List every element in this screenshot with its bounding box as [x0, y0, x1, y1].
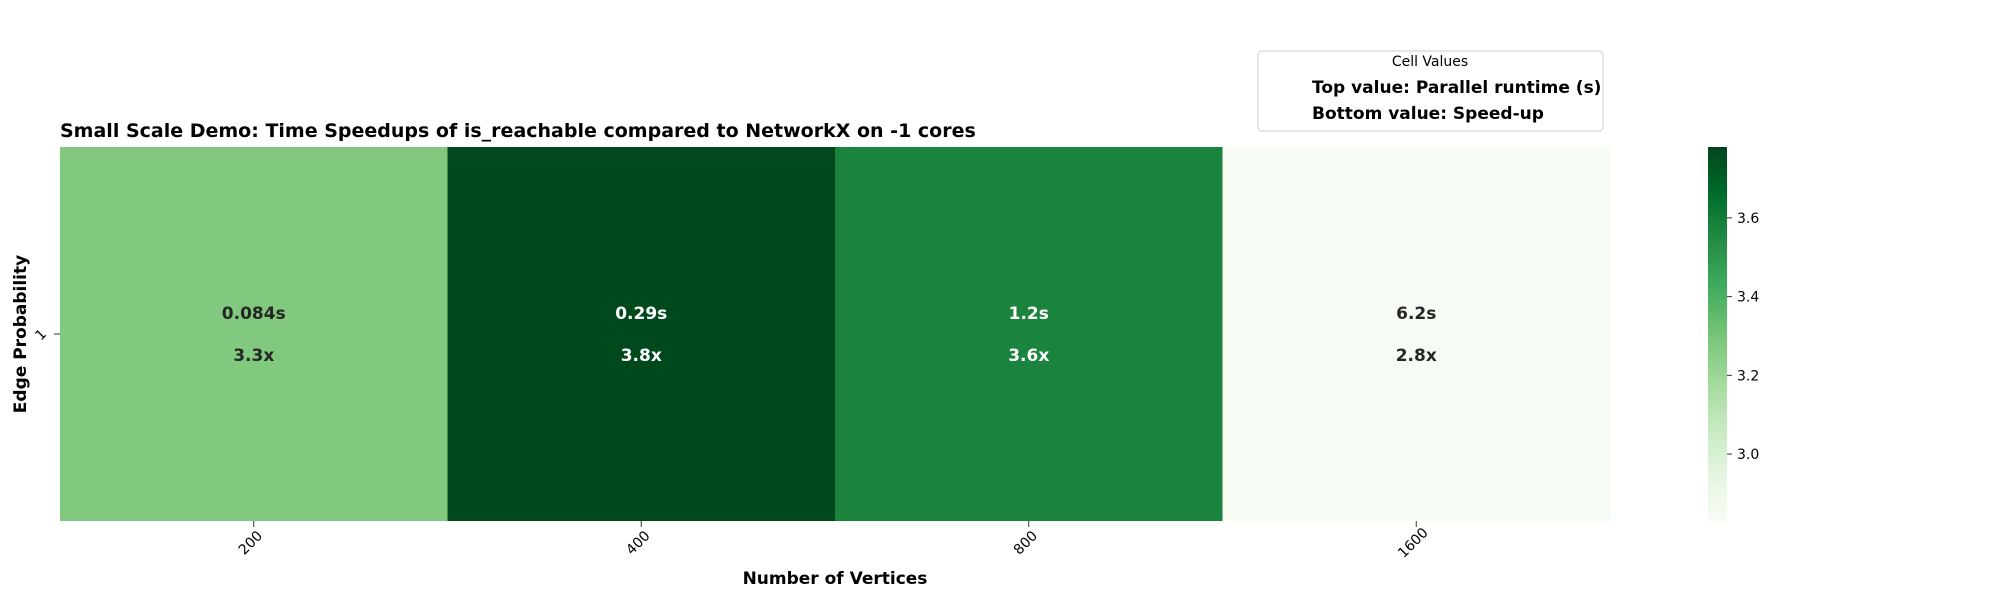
cell-speedup-label: 3.8x	[621, 346, 662, 366]
cell-runtime-label: 6.2s	[1396, 304, 1436, 324]
cell-speedup-label: 2.8x	[1396, 346, 1437, 366]
heatmap-cell	[447, 147, 836, 521]
legend-entry-top: Top value: Parallel runtime (s)	[1312, 78, 1601, 98]
x-axis-ticks: 200 400 800 1600	[236, 521, 1432, 561]
x-tick-label: 1600	[1395, 525, 1432, 562]
x-tick-label: 200	[236, 528, 266, 558]
cell-runtime-label: 0.29s	[615, 304, 667, 324]
y-axis-ticks: 1	[32, 326, 60, 344]
legend-frame	[1257, 50, 1604, 132]
x-tick-label: 800	[1011, 528, 1041, 558]
cell-runtime-label: 0.084s	[222, 304, 286, 324]
heatmap-cells: 0.084s 3.3x 0.29s 3.8x 1.2s 3.6x 6.2s 2.8x	[60, 147, 1611, 521]
chart-title: Small Scale Demo: Time Speedups of is_re…	[60, 120, 976, 142]
colorbar-tick-label: 3.4	[1737, 290, 1759, 306]
colorbar-ticks: 3.0 3.2 3.4 3.6	[1727, 211, 1759, 463]
cell-speedup-label: 3.3x	[233, 346, 274, 366]
legend-box: Cell Values Top value: Parallel runtime …	[1257, 50, 1604, 132]
colorbar-tick-label: 3.2	[1737, 368, 1759, 384]
colorbar-tick-label: 3.0	[1737, 447, 1759, 463]
cell-runtime-label: 1.2s	[1009, 304, 1049, 324]
cell-speedup-label: 3.6x	[1008, 346, 1049, 366]
y-tick-label: 1	[32, 326, 50, 344]
y-axis-label: Edge Probability	[11, 255, 31, 413]
legend-title: Cell Values	[1392, 54, 1468, 70]
x-axis-label: Number of Vertices	[743, 569, 928, 589]
colorbar-tick-label: 3.6	[1737, 211, 1759, 227]
heatmap-cell	[60, 147, 448, 521]
heatmap-cell	[835, 147, 1223, 521]
legend-entry-bottom: Bottom value: Speed-up	[1312, 104, 1544, 124]
colorbar	[1708, 147, 1727, 521]
x-tick-label: 400	[623, 528, 653, 558]
heatmap-cell	[1222, 147, 1611, 521]
